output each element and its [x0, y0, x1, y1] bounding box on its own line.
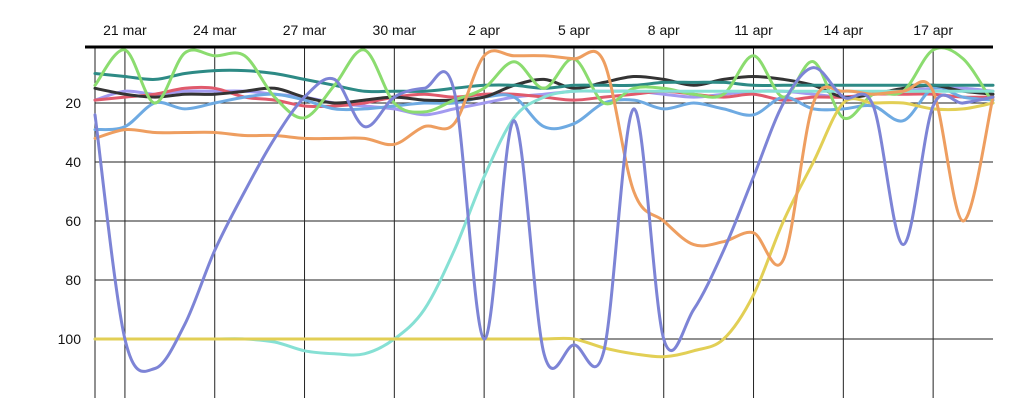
x-tick-label: 24 mar [193, 22, 237, 38]
x-tick-label: 14 apr [823, 22, 863, 38]
y-tick-label: 20 [65, 95, 81, 111]
series-line-1 [93, 66, 995, 373]
tick-labels: 21 mar 24 mar 27 mar 30 mar 2 apr 5 apr 8 apr 1… [58, 22, 954, 347]
x-tick-label: 11 apr [734, 22, 773, 38]
series-line-5 [93, 46, 995, 120]
series-line-2 [93, 49, 995, 267]
y-tick-label: 60 [65, 213, 81, 229]
x-tick-label: 27 mar [283, 22, 327, 38]
x-tick-label: 8 apr [648, 22, 680, 38]
x-tick-label: 2 apr [468, 22, 500, 38]
x-tick-label: 21 mar [103, 22, 147, 38]
y-tick-label: 100 [58, 331, 82, 347]
x-tick-label: 17 apr [913, 22, 953, 38]
y-tick-label: 40 [65, 154, 81, 170]
y-tick-label: 80 [65, 272, 81, 288]
x-tick-label: 5 apr [558, 22, 590, 38]
series-group [93, 46, 995, 373]
series-line-8 [93, 85, 995, 132]
series-line-3 [93, 97, 995, 359]
x-tick-label: 30 mar [373, 22, 417, 38]
